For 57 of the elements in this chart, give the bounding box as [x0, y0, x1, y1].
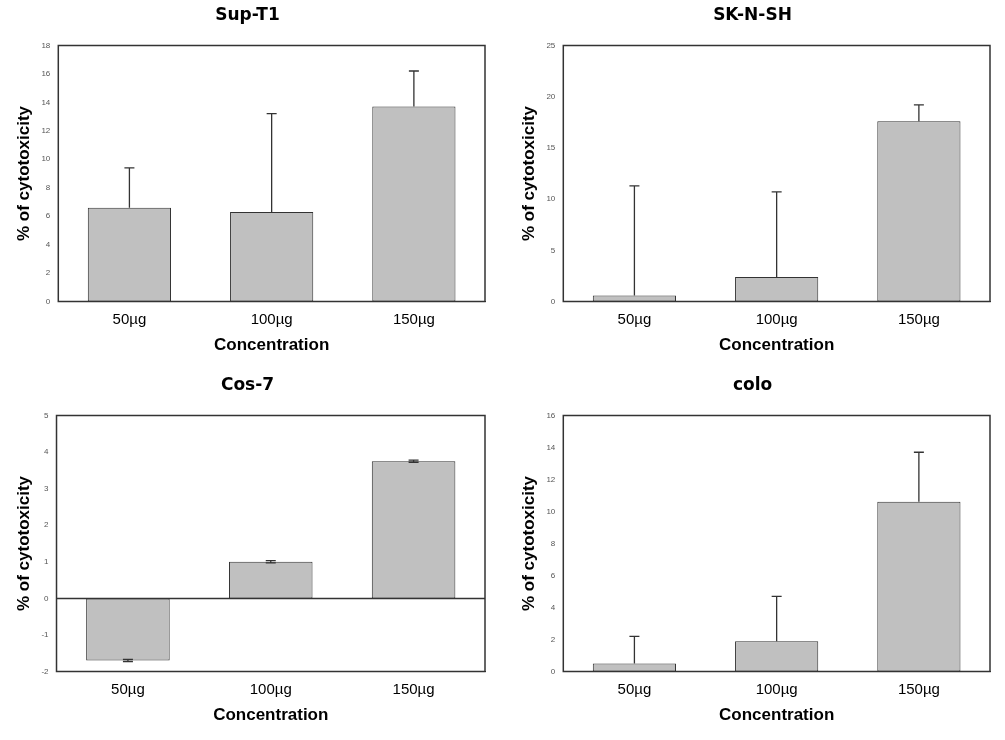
y-tick-label: 0 — [550, 666, 556, 676]
x-tick-label: 50µg — [617, 679, 652, 697]
x-axis-title: Concentration — [214, 335, 330, 355]
chart-title: colo — [732, 373, 773, 394]
y-tick-label: 5 — [44, 410, 50, 420]
y-tick-label: 16 — [546, 410, 556, 420]
x-tick-label: 50µg — [617, 309, 652, 327]
y-axis-title: % of cytotoxicity — [518, 475, 538, 612]
chart-title: SK-N-SH — [713, 3, 792, 24]
y-axis-title: % of cytotoxicity — [13, 105, 33, 242]
y-tick-label: 14 — [41, 97, 51, 107]
y-tick-label: 10 — [546, 506, 556, 516]
y-tick-label: 2 — [44, 520, 50, 530]
y-tick-label: 10 — [41, 154, 51, 164]
y-tick-label: 25 — [546, 40, 556, 50]
y-tick-label: 6 — [45, 211, 51, 221]
chart-title: Cos-7 — [220, 373, 275, 394]
y-axis-title: % of cytotoxicity — [518, 105, 538, 242]
y-tick-label: 20 — [546, 91, 556, 101]
y-tick-label: 18 — [41, 40, 51, 50]
x-tick-label: 100µg — [755, 309, 798, 327]
x-tick-label: 50µg — [111, 679, 145, 697]
y-tick-label: -2 — [41, 666, 50, 676]
y-tick-label: 12 — [41, 126, 51, 135]
x-tick-label: 100µg — [249, 679, 292, 697]
y-tick-label: 2 — [550, 634, 556, 644]
x-tick-label: 50µg — [112, 309, 147, 327]
x-tick-label: 100µg — [250, 309, 293, 327]
y-tick-label: 0 — [550, 296, 556, 306]
y-tick-label: 8 — [45, 182, 51, 192]
chart-title: Sup-T1 — [215, 3, 280, 24]
x-tick-label: 100µg — [755, 679, 798, 697]
x-tick-label: 150µg — [897, 309, 940, 327]
x-axis-title: Concentration — [213, 705, 329, 725]
y-tick-label: 0 — [45, 296, 51, 306]
y-tick-label: 14 — [546, 442, 556, 452]
x-tick-label: 150µg — [392, 309, 435, 327]
y-tick-label: 0 — [44, 593, 50, 603]
x-axis-title: Concentration — [719, 335, 835, 355]
y-axis-title: % of cytotoxicity — [13, 475, 33, 612]
x-tick-label: 150µg — [392, 679, 435, 697]
y-tick-label: -1 — [41, 630, 50, 640]
x-axis-title: Concentration — [719, 705, 835, 725]
y-tick-label: 3 — [44, 483, 50, 493]
y-tick-label: 1 — [44, 557, 50, 566]
y-tick-label: 16 — [41, 69, 51, 79]
y-tick-label: 12 — [546, 474, 556, 484]
y-tick-label: 10 — [546, 194, 556, 204]
y-tick-label: 8 — [550, 538, 556, 548]
x-tick-label: 150µg — [897, 679, 940, 697]
y-tick-label: 4 — [45, 239, 51, 249]
y-tick-label: 2 — [45, 268, 51, 278]
y-tick-label: 4 — [550, 602, 556, 612]
y-tick-label: 5 — [550, 245, 556, 255]
y-tick-label: 6 — [550, 570, 556, 580]
y-tick-label: 15 — [546, 143, 556, 153]
y-tick-label: 4 — [44, 447, 50, 457]
